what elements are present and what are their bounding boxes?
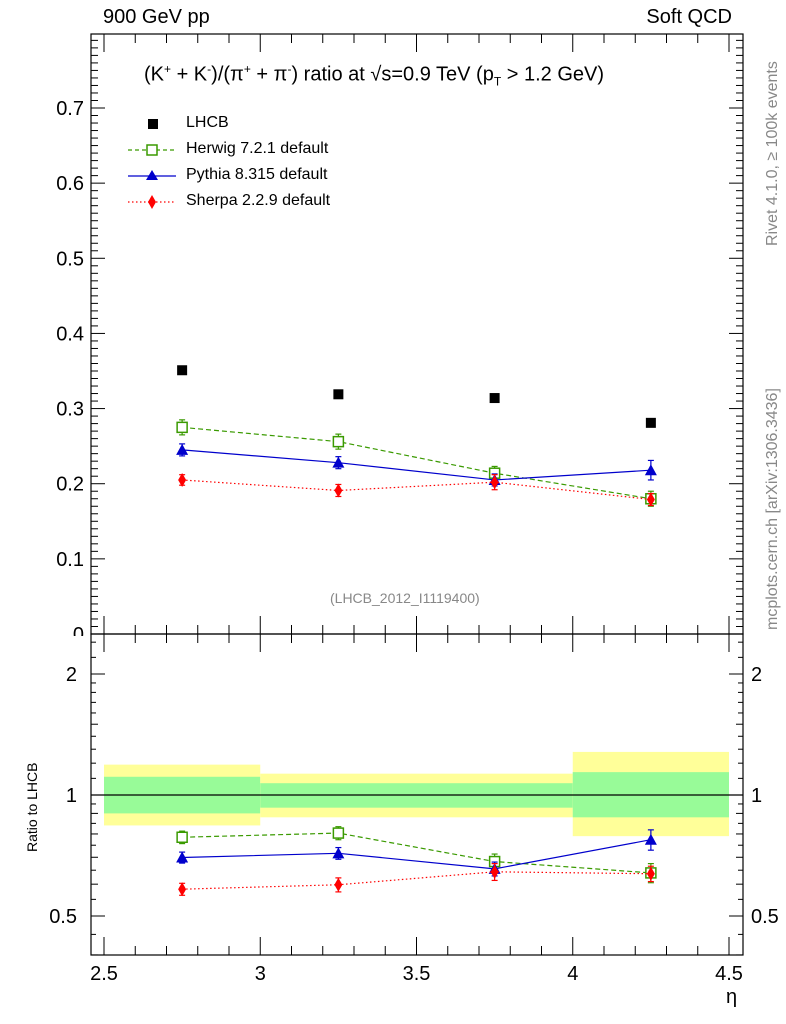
main-y-tick-label: 0.3 [56,399,84,421]
ratio-y-axis-label: Ratio to LHCB [24,762,40,852]
legend-marker-pythia [128,170,176,180]
x-tick-label: 3 [255,963,266,985]
ratio-y-tick-label-left: 1 [66,785,77,807]
legend-label-sherpa: Sherpa 2.2.9 default [186,192,331,209]
ratio-point-2-2 [490,864,499,879]
main-point-0-1 [333,389,344,400]
main-y-tick-label: 0.1 [56,549,84,571]
main-point-2-0 [176,443,189,455]
main-point-0-0 [177,365,188,376]
main-point-3-0 [178,472,187,487]
ratio-series-line-0 [182,832,651,874]
x-tick-label: 4 [567,963,578,985]
analysis-id: (LHCB_2012_I1119400) [330,590,480,606]
ratio-y-tick-label-left: 2 [66,664,77,686]
header-left: 900 GeV pp [103,6,210,28]
main-y-tick-label: 0.5 [56,248,84,270]
ratio-point-2-0 [178,882,187,897]
ratio-point-0-0 [176,831,188,844]
main-y-tick-label: 0.4 [56,323,84,345]
main-point-3-2 [490,475,499,490]
main-y-tick-label: 0.6 [56,173,84,195]
ratio-y-tick-label-right: 0.5 [751,906,779,928]
legend-marker-herwig [128,144,176,156]
legend-label-lhcb: LHCB [186,114,229,131]
main-point-3-3 [646,492,655,507]
ratio-y-tick-label-right: 2 [751,664,762,686]
ratio-series-line-1 [182,839,651,870]
main-point-0-2 [489,393,500,404]
main-y-tick-label-zero: 0 [73,624,84,646]
ratio-y-tick-label-left: 0.5 [49,906,77,928]
x-tick-label: 4.5 [715,963,743,985]
main-point-2-3 [644,464,657,476]
legend-marker-lhcb [148,119,158,129]
main-series-line-1 [182,426,651,500]
x-axis-label: η [726,986,738,1008]
ratio-point-1-1 [332,847,345,859]
ratio-series-line-2 [182,871,651,890]
main-point-1-1 [332,435,345,448]
ratio-y-tick-label-right: 1 [751,785,762,807]
ratio-point-2-1 [334,877,343,892]
main-point-1-0 [176,421,188,434]
legend-label-herwig: Herwig 7.2.1 default [186,140,329,157]
plot-title: (K+ + K-)/(π+ + π-) ratio at √s=0.9 TeV … [144,62,605,89]
main-y-tick-label: 0.2 [56,474,84,496]
legend-marker-sherpa [128,195,176,209]
main-point-3-1 [334,483,343,498]
ratio-point-2-3 [646,866,655,881]
main-point-2-1 [332,456,345,468]
main-y-tick-label: 0.7 [56,98,84,120]
ratio-point-1-3 [644,833,657,845]
x-tick-label: 3.5 [403,963,431,985]
ratio-point-0-1 [332,827,345,839]
ratio-point-1-0 [176,851,189,863]
header-right: Soft QCD [646,6,732,28]
main-point-0-3 [645,417,656,428]
main-series-line-2 [182,449,651,481]
main-series-line-3 [182,479,651,501]
x-tick-label: 2.5 [90,963,118,985]
legend-label-pythia: Pythia 8.315 default [186,166,328,183]
